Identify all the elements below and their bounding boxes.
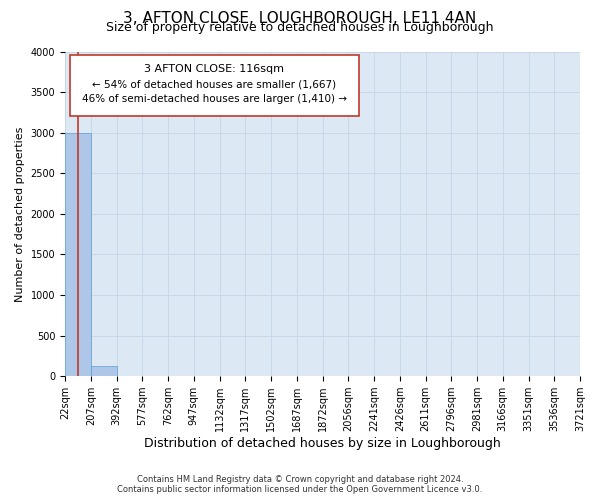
Y-axis label: Number of detached properties: Number of detached properties bbox=[15, 126, 25, 302]
Text: 3, AFTON CLOSE, LOUGHBOROUGH, LE11 4AN: 3, AFTON CLOSE, LOUGHBOROUGH, LE11 4AN bbox=[124, 11, 476, 26]
X-axis label: Distribution of detached houses by size in Loughborough: Distribution of detached houses by size … bbox=[144, 437, 501, 450]
Text: Contains HM Land Registry data © Crown copyright and database right 2024.
Contai: Contains HM Land Registry data © Crown c… bbox=[118, 474, 482, 494]
Text: Size of property relative to detached houses in Loughborough: Size of property relative to detached ho… bbox=[106, 21, 494, 34]
Bar bbox=[65, 132, 91, 376]
Bar bbox=[91, 366, 116, 376]
FancyBboxPatch shape bbox=[70, 54, 359, 116]
Text: 3 AFTON CLOSE: 116sqm: 3 AFTON CLOSE: 116sqm bbox=[145, 64, 284, 74]
Text: ← 54% of detached houses are smaller (1,667): ← 54% of detached houses are smaller (1,… bbox=[92, 79, 337, 89]
Text: 46% of semi-detached houses are larger (1,410) →: 46% of semi-detached houses are larger (… bbox=[82, 94, 347, 104]
